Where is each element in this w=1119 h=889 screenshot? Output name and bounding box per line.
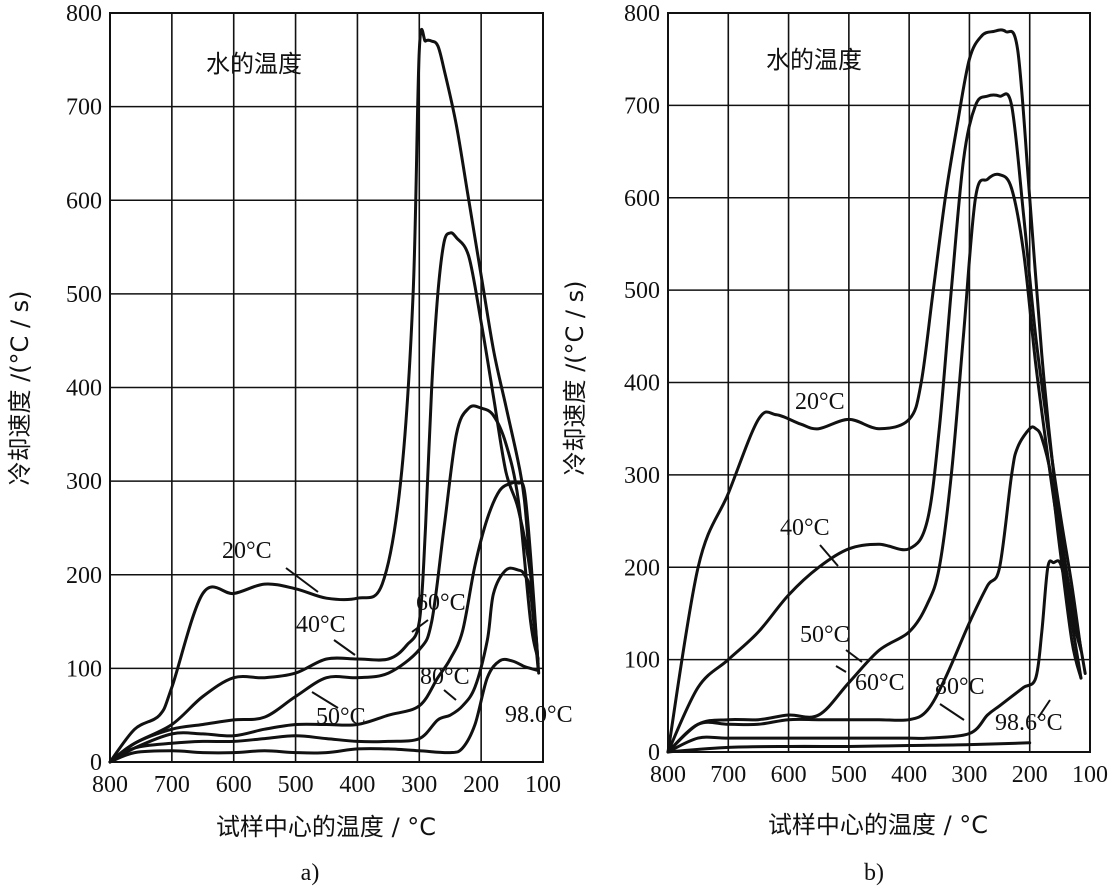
water-temperature-annotation: 水的温度 [206, 50, 302, 78]
y-tick-label: 400 [624, 371, 660, 397]
label-leader [845, 649, 863, 663]
y-tick-label: 500 [66, 282, 102, 308]
label-leader [939, 703, 965, 721]
curve-label: 50°C [800, 622, 850, 648]
plot-frame [109, 12, 544, 763]
series-line-50C [108, 404, 540, 764]
label-leader [1037, 699, 1051, 719]
curve-label: 60°C [855, 670, 905, 696]
curve-label: 98.0°C [505, 702, 573, 728]
y-tick-label: 300 [66, 469, 102, 495]
y-tick-label: 0 [648, 740, 660, 766]
series-line-40C [108, 231, 540, 764]
x-axis-label: 试样中心的温度 / °C [768, 811, 988, 839]
label-leader [819, 544, 839, 567]
water-temperature-annotation: 水的温度 [766, 46, 862, 74]
curve-label: 80°C [935, 674, 985, 700]
series-line-80C [666, 559, 1083, 754]
curve-label: 98.6°C [995, 710, 1063, 736]
y-tick-label: 400 [66, 376, 102, 402]
panel-label: a) [301, 860, 320, 886]
y-axis-label: 冷却速度 /(°C / s) [561, 280, 589, 475]
label-leader [285, 567, 319, 593]
y-tick-label: 700 [624, 93, 660, 119]
series-line-50C [666, 172, 1083, 754]
x-tick-label: 200 [463, 772, 499, 798]
curve-label: 40°C [296, 612, 346, 638]
label-leader [311, 691, 339, 709]
curve-label: 20°C [222, 538, 272, 564]
chart-panel-a: 800 700 600 500 400 300 200 100 0 100 200 300 400 500… [6, 1, 573, 886]
y-axis-label: 冷却速度 /(°C / s) [6, 290, 34, 485]
y-tick-label: 600 [624, 186, 660, 212]
label-leader [835, 665, 847, 673]
x-tick-label: 400 [891, 762, 927, 788]
panel-label: b) [864, 860, 884, 886]
y-tick-label: 200 [66, 563, 102, 589]
label-leader [333, 639, 356, 656]
x-tick-label: 200 [1012, 762, 1048, 788]
x-tick-label: 300 [401, 772, 437, 798]
series-line-98.0C [108, 657, 539, 764]
x-tick-label: 500 [831, 762, 867, 788]
y-tick-label: 800 [624, 1, 660, 27]
y-tick-label: 200 [624, 555, 660, 581]
x-tick-label: 800 [650, 762, 686, 788]
y-tick-label: 100 [624, 648, 660, 674]
y-tick-label: 100 [66, 656, 102, 682]
series-line-60C [666, 425, 1083, 754]
curve-label: 20°C [795, 389, 845, 415]
x-tick-label: 600 [216, 772, 252, 798]
y-tick-label: 600 [66, 188, 102, 214]
label-leader [411, 619, 429, 633]
x-tick-label: 700 [710, 762, 746, 788]
curve-label: 50°C [316, 704, 366, 730]
curve-label: 80°C [420, 664, 470, 690]
x-tick-label: 600 [771, 762, 807, 788]
curve-label: 60°C [416, 590, 466, 616]
x-tick-label: 700 [154, 772, 190, 798]
y-tick-label: 700 [66, 95, 102, 121]
series-line-60C [108, 480, 540, 764]
series-line-80C [108, 566, 540, 764]
x-tick-label: 800 [92, 772, 128, 798]
x-tick-label: 100 [525, 772, 561, 798]
series-line-20C [108, 28, 541, 764]
x-tick-label: 400 [339, 772, 375, 798]
label-leader [443, 689, 457, 701]
curve-label: 40°C [780, 515, 830, 541]
y-tick-label: 0 [90, 750, 102, 776]
y-tick-label: 500 [624, 278, 660, 304]
x-tick-label: 500 [278, 772, 314, 798]
chart-panel-b: 800 700 600 500 400 300 200 100 0 100 200 300 400 500… [561, 1, 1108, 886]
x-tick-label: 100 [1072, 762, 1108, 788]
series-line-98.6C [666, 741, 1032, 754]
x-axis-label: 试样中心的温度 / °C [216, 813, 436, 841]
y-tick-label: 300 [624, 463, 660, 489]
x-tick-label: 300 [951, 762, 987, 788]
series-line-20C [666, 28, 1087, 754]
series-line-40C [666, 92, 1083, 754]
y-tick-label: 800 [66, 1, 102, 27]
plot-frame [667, 12, 1091, 753]
